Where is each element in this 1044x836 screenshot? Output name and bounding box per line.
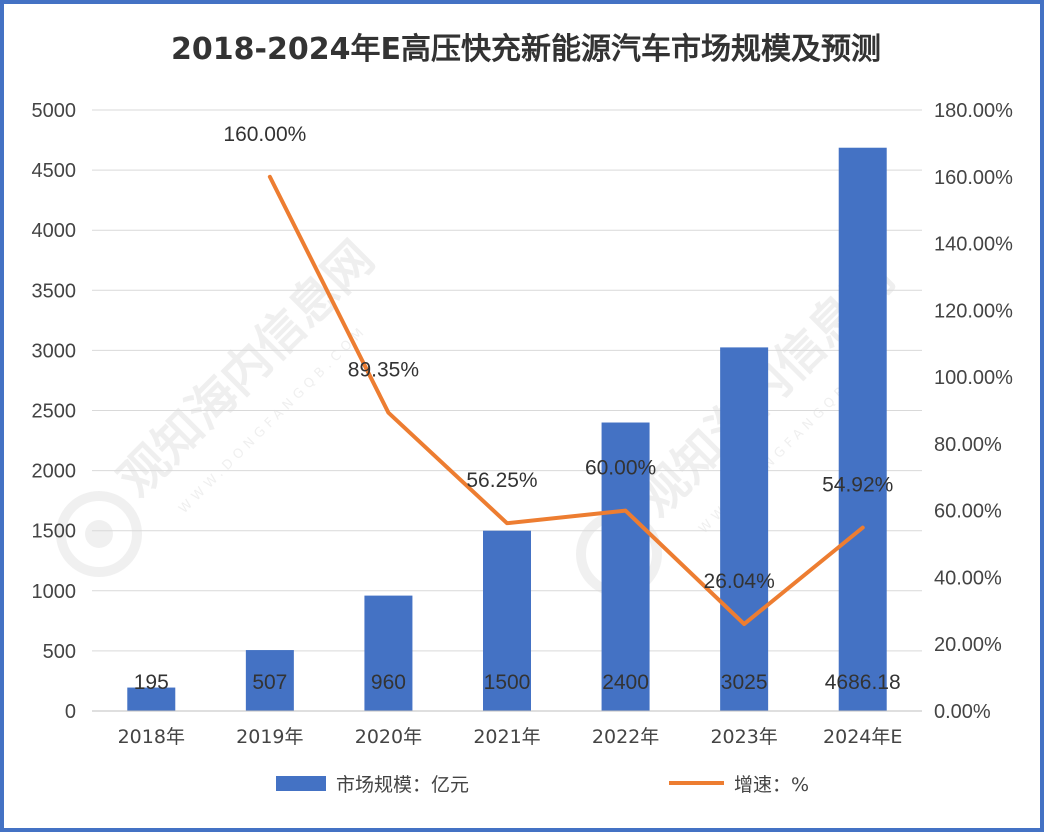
line-data-label: 56.25%: [466, 469, 537, 492]
bar-data-label: 507: [252, 671, 287, 694]
right-tick-label: 40.00%: [934, 567, 1002, 589]
right-tick-label: 120.00%: [934, 300, 1013, 322]
left-tick-label: 1500: [32, 521, 77, 543]
right-tick-label: 180.00%: [934, 100, 1013, 122]
right-tick-label: 140.00%: [934, 234, 1013, 256]
bar-data-label: 195: [134, 671, 169, 694]
legend: 市场规模：亿元 增速：%: [276, 774, 809, 796]
watermark-text: 观知海内信息网: [108, 230, 385, 507]
chart: 观知海内信息网WWW.DONGFANGQB.COM观知海内信息网WWW.DONG…: [4, 4, 1044, 836]
x-tick-label: 2023年: [710, 726, 777, 748]
left-tick-label: 4500: [32, 160, 77, 182]
watermark-logo-icon-center: [85, 520, 113, 548]
legend-item-line: 增速：%: [669, 774, 809, 796]
legend-swatch-bar: [276, 776, 326, 791]
x-tick-label: 2018年: [118, 726, 185, 748]
x-tick-label: 2024年E: [823, 726, 902, 748]
left-tick-label: 500: [43, 641, 76, 663]
legend-label-line: 增速：%: [734, 774, 809, 796]
left-tick-label: 4000: [32, 220, 77, 242]
legend-label-bar: 市场规模：亿元: [336, 774, 469, 796]
bar-data-label: 4686.18: [825, 671, 901, 694]
x-tick-label: 2022年: [592, 726, 659, 748]
left-tick-label: 2000: [32, 461, 77, 483]
right-axis: 0.00% 20.00% 40.00% 60.00% 80.00% 100.00% 120.…: [934, 100, 1013, 723]
line-data-label: 26.04%: [704, 570, 775, 593]
line-data-label: 160.00%: [223, 123, 306, 146]
left-tick-label: 1000: [32, 581, 77, 603]
right-tick-label: 80.00%: [934, 434, 1002, 456]
x-tick-label: 2020年: [355, 726, 422, 748]
bar: [720, 347, 768, 711]
right-tick-label: 160.00%: [934, 167, 1013, 189]
bar-data-label: 2400: [602, 671, 649, 694]
bar-data-label: 1500: [484, 671, 531, 694]
x-tick-label: 2019年: [236, 726, 303, 748]
right-tick-label: 20.00%: [934, 634, 1002, 656]
line-data-label: 60.00%: [585, 457, 656, 480]
right-tick-label: 100.00%: [934, 367, 1013, 389]
line-data-label: 54.92%: [822, 474, 893, 497]
x-axis: 2018年 2019年 2020年 2021年 2022年 2023年 2024年E: [92, 711, 922, 748]
bar: [839, 148, 887, 711]
left-tick-label: 0: [65, 701, 76, 723]
left-axis: 0 500 1000 1500 2000 2500 3000 3500 4000 4500 5000: [32, 100, 77, 723]
bar-data-label: 3025: [721, 671, 768, 694]
line-data-label: 89.35%: [348, 359, 419, 382]
left-tick-label: 3500: [32, 280, 77, 302]
chart-title: 2018-2024年E高压快充新能源汽车市场规模及预测: [171, 32, 881, 67]
right-tick-label: 0.00%: [934, 701, 991, 723]
x-tick-label: 2021年: [473, 726, 540, 748]
left-tick-label: 3000: [32, 340, 77, 362]
right-tick-label: 60.00%: [934, 501, 1002, 523]
left-tick-label: 5000: [32, 100, 77, 122]
legend-item-bar: 市场规模：亿元: [276, 774, 469, 796]
left-tick-label: 2500: [32, 401, 77, 423]
bar-series: [127, 148, 886, 711]
bar-data-label: 960: [371, 671, 406, 694]
